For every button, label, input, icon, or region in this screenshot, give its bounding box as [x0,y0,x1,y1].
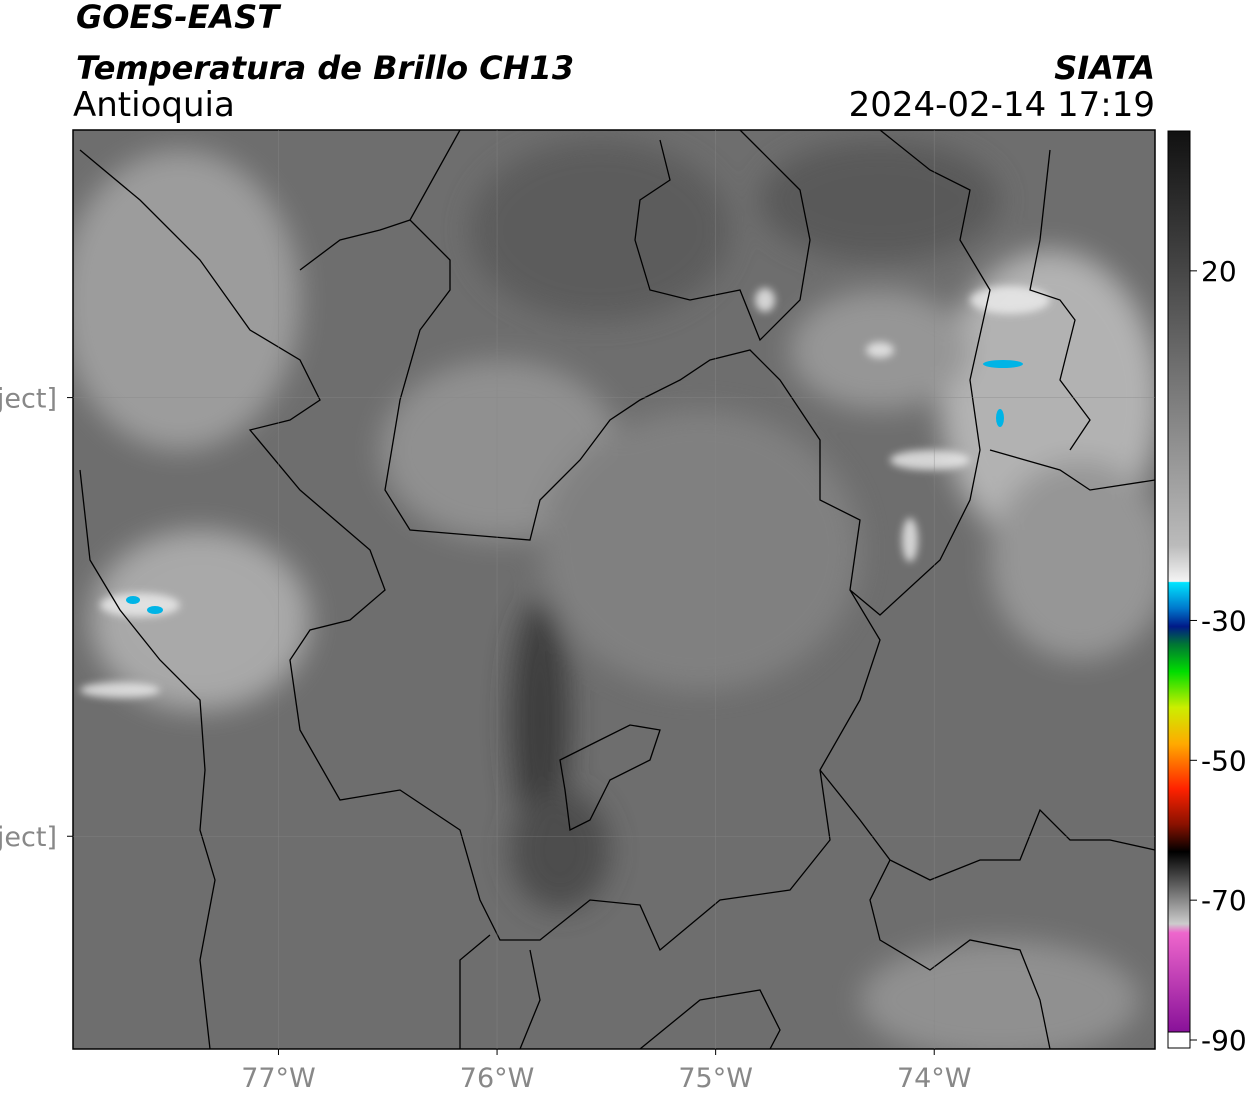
subtitle: Temperatura de Brillo CH13 [76,49,574,87]
y-tick-label: [object Object] [0,822,57,853]
satellite-image [73,130,1155,1049]
colorbar-frame [1167,130,1191,1049]
title: GOES-EAST [76,0,281,36]
map-frame [72,129,1156,1050]
colorbar [1168,131,1190,1032]
x-tick-label: 74°W [897,1063,972,1094]
colorbar-tick-label: 20 [1201,255,1237,288]
source: SIATA [1054,49,1155,87]
colorbar-tick-label: -30 [1201,604,1247,637]
x-tick-label: 75°W [678,1063,753,1094]
timestamp: 2024-02-14 17:19 [849,85,1155,125]
x-tick-label: 76°W [460,1063,535,1094]
y-tick-label: [object Object] [0,384,57,415]
colorbar-tick-label: -90 [1201,1024,1247,1057]
colorbar-under [1167,1031,1191,1049]
x-tick-label: 77°W [241,1063,316,1094]
colorbar-tick-label: -50 [1201,744,1247,777]
region: Antioquia [73,85,235,125]
colorbar-tick-label: -70 [1201,884,1247,917]
